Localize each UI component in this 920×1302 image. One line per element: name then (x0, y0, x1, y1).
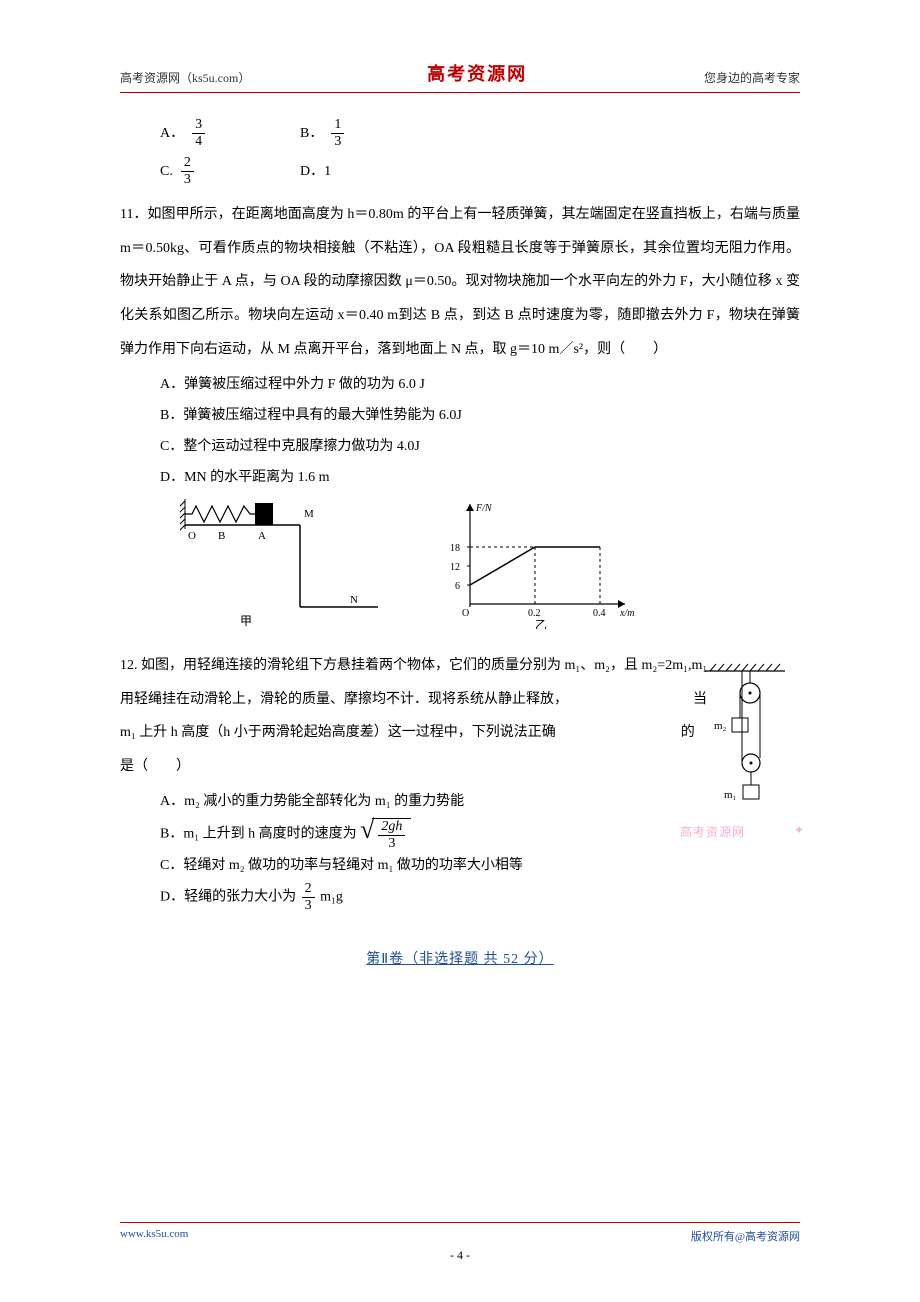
q11-figure-jia: O B A M N 甲 (180, 499, 380, 643)
q11-figure-yi: 6 12 18 0.2 0.4 O x/m (440, 499, 640, 643)
q12-choice-D: D．轻绳的张力大小为 2 3 m₁g (160, 882, 800, 914)
svg-text:F/N: F/N (475, 503, 493, 514)
svg-text:m₁: m₁ (724, 789, 737, 801)
header-center-logo: 高考资源网 (427, 60, 527, 86)
svg-text:0.4: 0.4 (593, 608, 606, 619)
svg-text:m₂: m₂ (714, 720, 727, 732)
footer-rule (120, 1222, 800, 1223)
svg-text:B: B (218, 530, 225, 542)
svg-text:12: 12 (450, 562, 460, 573)
svg-text:18: 18 (450, 543, 460, 554)
option-D: D．1 (300, 155, 440, 189)
fraction-3-4: 3 4 (192, 118, 205, 149)
option-A: A． 3 4 (160, 117, 300, 151)
q10-options-row1: A． 3 4 B． 1 3 (120, 117, 800, 151)
q12-choice-C: C．轻绳对 m₂ 做功的功率与轻绳对 m₁ 做功的功率大小相等 (160, 851, 800, 882)
page-footer: www.ks5u.com 版权所有@高考资源网 (120, 1228, 800, 1244)
fig-yi-label: 乙 (535, 618, 547, 629)
watermark-icon: ✦ (794, 823, 805, 838)
section-2-heading: 第Ⅱ卷（非选择题 共 52 分） (120, 943, 800, 977)
q12-line1: 12. 如图，用轻绳连接的滑轮组下方悬挂着两个物体，它们的质量分别为 m₁、m₂… (120, 649, 800, 683)
q11-choice-D: D．MN 的水平距离为 1.6 m (160, 463, 800, 494)
q11-choice-C: C．整个运动过程中克服摩擦力做功为 4.0J (160, 432, 800, 463)
svg-text:N: N (350, 594, 358, 606)
footer-right: 版权所有@高考资源网 (691, 1228, 800, 1244)
svg-text:M: M (304, 508, 314, 520)
fx-chart-svg: 6 12 18 0.2 0.4 O x/m (440, 499, 640, 629)
header-right: 您身边的高考专家 (704, 69, 800, 86)
body-content: A． 3 4 B． 1 3 C. 2 3 (120, 93, 800, 977)
option-B: B． 1 3 (300, 117, 440, 151)
q12-line3: m₁ 上升 h 高度（h 小于两滑轮起始高度差）这一过程中，下列说法正确 的 (120, 716, 800, 750)
svg-text:x/m: x/m (619, 608, 634, 619)
svg-text:O: O (462, 608, 469, 619)
q11-choices: A．弹簧被压缩过程中外力 F 做的功为 6.0 J B．弹簧被压缩过程中具有的最… (120, 370, 800, 493)
svg-text:O: O (188, 530, 196, 542)
q12-line2: 用轻绳挂在动滑轮上，滑轮的质量、摩擦均不计．现将系统从静止释放， 当 (120, 683, 800, 717)
q10-options-row2: C. 2 3 D．1 (120, 155, 800, 189)
q11-stem: 11．如图甲所示，在距离地面高度为 h＝0.80m 的平台上有一轻质弹簧，其左端… (120, 198, 800, 366)
pulley-diagram-svg: m₂ m₁ (700, 663, 790, 813)
sqrt-expr: √ 2gh 3 (360, 818, 411, 851)
footer-left: www.ks5u.com (120, 1228, 188, 1244)
q12-block: 12. 如图，用轻绳连接的滑轮组下方悬挂着两个物体，它们的质量分别为 m₁、m₂… (120, 649, 800, 913)
q11-figures: O B A M N 甲 6 (120, 499, 800, 643)
q12-line4: 是（ ） (120, 750, 800, 784)
q12-choices: A．m₂ 减小的重力势能全部转化为 m₁ 的重力势能 B．m₁ 上升到 h 高度… (120, 787, 800, 913)
q11-choice-B: B．弹簧被压缩过程中具有的最大弹性势能为 6.0J (160, 401, 800, 432)
page-number: - 4 - (120, 1248, 800, 1263)
svg-text:6: 6 (455, 581, 460, 592)
page-header: 高考资源网（ks5u.com） 高考资源网 您身边的高考专家 (120, 60, 800, 90)
platform-diagram-svg: O B A M N 甲 (180, 499, 380, 629)
svg-text:A: A (258, 530, 266, 542)
fig-jia-label: 甲 (240, 614, 252, 628)
fraction-2-3: 2 3 (181, 156, 194, 187)
q11-choice-A: A．弹簧被压缩过程中外力 F 做的功为 6.0 J (160, 370, 800, 401)
fraction-1-3: 1 3 (331, 118, 344, 149)
option-C: C. 2 3 (160, 155, 300, 189)
watermark-text: 高考资源网 (680, 823, 745, 840)
header-left: 高考资源网（ks5u.com） (120, 69, 250, 86)
fraction-2-3-b: 2 3 (302, 882, 315, 913)
